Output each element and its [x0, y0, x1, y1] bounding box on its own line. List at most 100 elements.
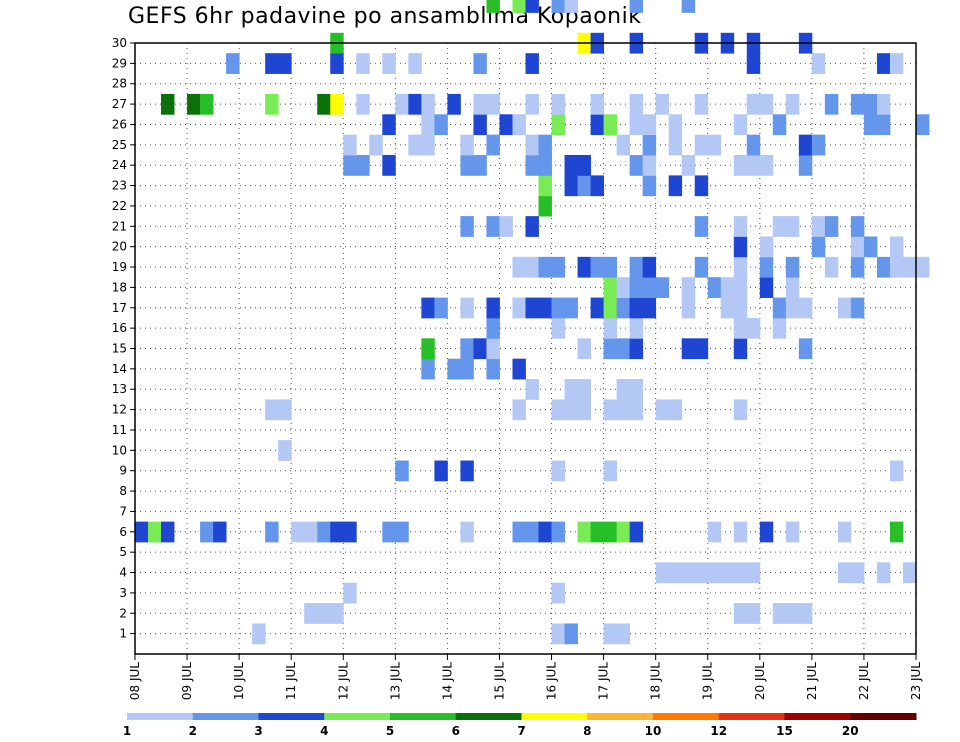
heatmap-cell [525, 53, 539, 74]
colorbar-swatch [850, 713, 917, 720]
y-tick-label: 27 [112, 97, 127, 111]
heatmap-cell [486, 358, 500, 380]
y-tick-label: 22 [112, 199, 127, 213]
x-tick-label: 22 JUL [857, 662, 871, 700]
heatmap-cell [733, 603, 748, 624]
heatmap-cell [408, 134, 422, 156]
heatmap-cell [512, 399, 526, 421]
heatmap-cell [551, 399, 565, 421]
y-tick-label: 6 [119, 525, 127, 539]
heatmap-cell [603, 399, 618, 421]
heatmap-cell [382, 53, 396, 74]
heatmap-cell [707, 521, 722, 543]
y-tick-label: 26 [112, 117, 127, 131]
colorbar-swatch [521, 713, 588, 720]
y-tick-label: 28 [112, 77, 127, 91]
x-tick-label: 16 JUL [545, 662, 559, 700]
colorbar-swatch [718, 713, 785, 720]
heatmap-cell [356, 53, 370, 74]
heatmap-cell [577, 175, 591, 197]
heatmap-cell [460, 134, 474, 156]
heatmap-cell [694, 338, 709, 360]
heatmap-cell [733, 562, 748, 584]
heatmap-cell [655, 93, 670, 115]
heatmap-cell [733, 338, 748, 360]
heatmap-cell [616, 338, 631, 360]
heatmap-cell [642, 297, 657, 319]
colorbar: 1 2 3 4 5 6 7 8 10 12 15 20 [123, 713, 917, 738]
heatmap-cell [694, 134, 709, 156]
heatmap-cell [603, 460, 618, 482]
heatmap-cell [850, 256, 865, 278]
colorbar-swatch [258, 713, 325, 720]
heatmap-cell [200, 521, 214, 543]
heatmap-cell [395, 521, 409, 543]
heatmap-cell [629, 379, 644, 400]
heatmap-cell [590, 521, 604, 543]
heatmap-cell [850, 93, 865, 115]
heatmap-cell [733, 216, 748, 237]
x-tick-label: 20 JUL [753, 662, 767, 700]
heatmap-cell [525, 216, 539, 237]
colorbar-swatch [455, 713, 522, 720]
heatmap-cell [694, 93, 709, 115]
heatmap-cell [525, 379, 539, 400]
heatmap-cell [681, 297, 696, 319]
heatmap-cell [733, 236, 748, 258]
heatmap-cell [798, 297, 813, 319]
heatmap-cell [343, 521, 357, 543]
heatmap-cell [434, 114, 448, 136]
heatmap-cell [785, 277, 800, 298]
heatmap-cell [681, 155, 696, 176]
heatmap-cell [746, 53, 761, 74]
heatmap-cell [330, 93, 344, 115]
heatmap-cell [616, 297, 631, 319]
colorbar-tick-label: 6 [452, 724, 460, 738]
heatmap-cell [759, 521, 774, 543]
heatmap-cell [616, 379, 631, 400]
heatmap-cell [785, 603, 800, 624]
heatmap-cell [434, 460, 448, 482]
heatmap-cell [577, 379, 591, 400]
heatmap-cell [265, 399, 279, 421]
heatmap-cell [629, 338, 644, 360]
y-tick-label: 2 [119, 606, 127, 620]
heatmap-cell [486, 338, 500, 360]
heatmap-cell [486, 134, 500, 156]
heatmap-cell [538, 134, 552, 156]
heatmap-cell [759, 236, 774, 258]
heatmap-cell [460, 155, 474, 176]
heatmap-cell [525, 0, 539, 13]
x-axis: 08 JUL 09 JUL 10 JUL 11 JUL 12 JUL 13 JUL 14 J… [128, 654, 923, 700]
heatmap-cell [551, 460, 565, 482]
heatmap-cell [421, 358, 435, 380]
heatmap-cell [655, 562, 670, 584]
y-tick-label: 12 [112, 403, 127, 417]
heatmap-cell [499, 114, 513, 136]
heatmap-cell [161, 521, 175, 543]
grid-lines [134, 42, 917, 654]
heatmap-cell [486, 317, 500, 339]
x-tick-label: 08 JUL [128, 662, 142, 700]
heatmap-cell [525, 134, 539, 156]
y-tick-label: 20 [112, 240, 127, 254]
heatmap-cell [889, 256, 904, 278]
heatmap-cell [395, 93, 409, 115]
y-tick-label: 23 [112, 179, 127, 193]
heatmap-cell [603, 521, 618, 543]
heatmap-cell [629, 93, 644, 115]
heatmap-cell [889, 53, 904, 74]
heatmap-cell [486, 216, 500, 237]
heatmap-cell [512, 0, 526, 13]
y-tick-label: 9 [119, 464, 127, 478]
heatmap-cell [616, 134, 631, 156]
heatmap-cell [707, 277, 722, 298]
y-tick-label: 5 [119, 545, 127, 559]
colorbar-swatch [587, 713, 654, 720]
heatmap-cell [668, 562, 683, 584]
heatmap-cell [642, 134, 657, 156]
heatmap-cell [785, 297, 800, 319]
heatmap-cell [681, 277, 696, 298]
heatmap-cell [408, 93, 422, 115]
